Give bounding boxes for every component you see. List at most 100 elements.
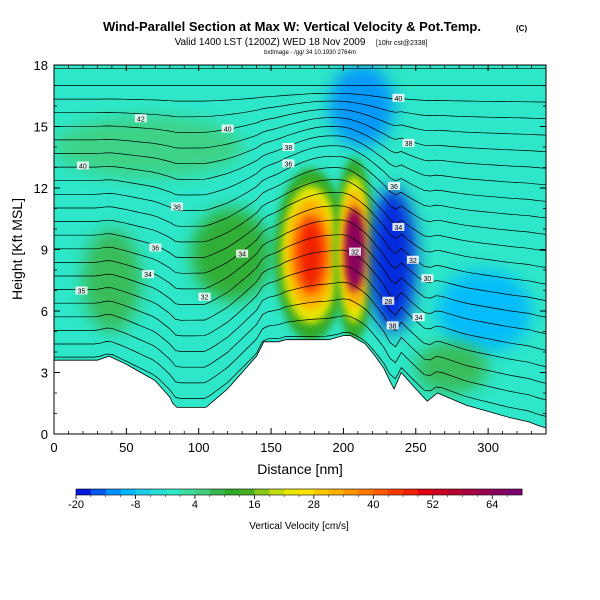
colorbar-band	[492, 489, 508, 495]
svg-text:42: 42	[137, 116, 145, 123]
contour-label: 40	[221, 124, 234, 134]
potential-temperature-contours	[54, 68, 546, 417]
x-tick-label: 150	[260, 440, 282, 455]
isentrope-line	[54, 249, 546, 334]
colorbar-band	[150, 489, 166, 495]
y-tick-label: 12	[34, 181, 48, 196]
colorbar-band	[432, 489, 449, 495]
colorbar-tick-label: 16	[248, 499, 260, 511]
x-tick-label: 250	[405, 440, 427, 455]
colorbar-band	[417, 489, 434, 495]
colorbar-tick-label: -20	[68, 499, 84, 511]
terrain-mask	[54, 335, 546, 434]
chart-subtitle: Valid 1400 LST (1200Z) WED 18 Nov 2009	[175, 37, 366, 48]
colorbar-band	[90, 489, 107, 495]
y-axis-label: Height [Kft MSL]	[9, 198, 25, 300]
contour-label: 28	[382, 296, 395, 306]
contour-label: 38	[171, 202, 183, 211]
isentrope-line	[54, 145, 546, 202]
svg-text:34: 34	[144, 272, 152, 279]
y-tick-label: 9	[41, 243, 48, 258]
isentrope-line	[54, 126, 546, 169]
svg-text:34: 34	[238, 252, 246, 259]
contour-label: 34	[392, 222, 405, 232]
colorbar-band	[120, 489, 136, 495]
velocity-feature-left-updraft-core-core	[301, 222, 321, 287]
svg-text:36: 36	[390, 184, 398, 191]
isentrope-line	[54, 191, 546, 268]
svg-text:40: 40	[395, 96, 403, 103]
colorbar-tick-label: 4	[192, 499, 198, 511]
svg-text:32: 32	[409, 258, 417, 265]
contour-label: 40	[392, 93, 405, 103]
isentrope-line	[54, 332, 546, 417]
colorbar-band	[358, 489, 374, 495]
colorbar-tick-label: 52	[427, 499, 439, 511]
isentrope-line	[54, 108, 546, 136]
isentrope-line	[54, 179, 546, 252]
y-tick-label: 18	[34, 58, 48, 73]
colorbar-band	[343, 489, 359, 495]
svg-text:30: 30	[423, 276, 431, 283]
x-axis-ticks: 0 50 100 150 200 250 300	[50, 65, 532, 455]
velocity-feature-mid-green-lobe	[191, 208, 272, 301]
svg-text:40: 40	[224, 127, 232, 134]
x-tick-label: 300	[477, 440, 499, 455]
isentrope-line	[54, 205, 546, 285]
colorbar-band	[313, 489, 330, 495]
colorbar-tick-label: 40	[367, 499, 379, 511]
svg-text:38: 38	[173, 204, 181, 211]
colorbar-band	[239, 489, 255, 495]
isentrope-line	[54, 315, 546, 401]
colorbar-label: Vertical Velocity [cm/s]	[249, 521, 349, 532]
contour-label: 42	[134, 114, 147, 123]
colorbar-band	[284, 489, 300, 495]
contour-label: 40	[76, 161, 89, 170]
svg-text:38: 38	[389, 323, 397, 330]
colorbar-band	[209, 489, 226, 495]
svg-text:35: 35	[78, 289, 86, 296]
contour-label: 36	[282, 159, 295, 168]
chart-subtitle-note: [10hr cst@2338]	[376, 40, 428, 47]
contour-label: 34	[142, 270, 155, 279]
x-tick-label: 0	[50, 440, 57, 455]
contour-labels: 42 40 40 40 38 36 38 36 38 36 34 32 34 32 34 32 30 28 34 38…	[75, 93, 434, 330]
colorbar-tick-label: 64	[486, 499, 498, 511]
x-axis-label: Distance [nm]	[257, 461, 343, 477]
colorbar-band	[269, 489, 285, 495]
y-tick-label: 6	[41, 304, 48, 319]
svg-text:34: 34	[415, 315, 423, 322]
isentrope-line	[54, 265, 546, 351]
y-tick-label: 3	[41, 366, 48, 381]
contour-label: 32	[348, 247, 361, 257]
isentrope-line	[54, 117, 546, 153]
isentrope-line	[54, 92, 546, 103]
contour-label: 30	[421, 274, 434, 283]
contour-label: 34	[236, 249, 249, 259]
svg-text:40: 40	[79, 163, 87, 170]
colorbar: -20 -8 4 16 28 40 52 64	[68, 488, 523, 511]
colorbar-band	[373, 489, 389, 495]
velocity-feature-right-blue-pocket	[437, 270, 532, 352]
x-tick-label: 100	[188, 440, 210, 455]
x-tick-label: 50	[119, 440, 133, 455]
contour-label: 34	[412, 313, 425, 322]
isentrope-line	[54, 234, 546, 318]
plot-area: 42 40 40 40 38 36 38 36 38 36 34 32 34 32 34 32 30 28 34 38…	[54, 65, 546, 434]
colorbar-band	[180, 489, 196, 495]
colorbar-band	[299, 489, 315, 495]
velocity-feature-low-right-green	[415, 341, 489, 393]
svg-text:32: 32	[351, 250, 359, 257]
chart-title: Wind-Parallel Section at Max W: Vertical…	[103, 19, 481, 34]
colorbar-band	[477, 489, 493, 495]
svg-text:34: 34	[395, 225, 403, 232]
contour-label: 32	[198, 292, 211, 302]
chart-small-line: bxtImage - /gg/ 34 10.1930 2764m	[264, 50, 356, 56]
colorbar-band	[105, 489, 121, 495]
svg-text:32: 32	[201, 295, 209, 302]
colorbar-band	[135, 489, 151, 495]
x-tick-label: 200	[333, 440, 355, 455]
y-tick-label: 0	[41, 427, 48, 442]
